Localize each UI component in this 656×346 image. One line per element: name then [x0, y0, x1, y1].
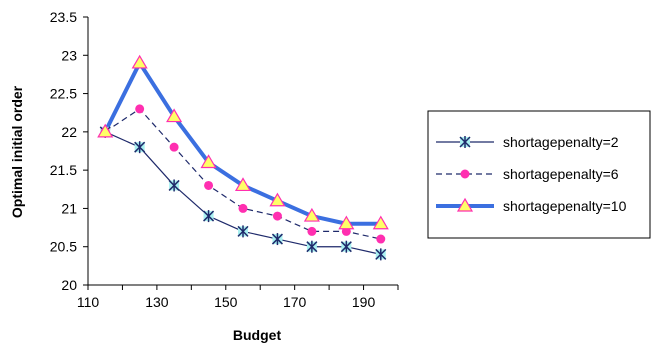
x-ticks: 110 130 150 170 190 — [77, 285, 399, 310]
data-point — [456, 197, 474, 212]
marker-triangle — [166, 108, 183, 123]
legend-item-1: shortagepenalty=2 — [436, 134, 619, 150]
data-point — [372, 215, 389, 230]
y-ticks: 20 20.5 21 21.5 22 22.5 23 23.5 — [50, 9, 88, 293]
data-point — [234, 177, 252, 192]
marker-triangle — [200, 154, 217, 169]
y-tick-label: 22.5 — [50, 86, 77, 102]
x-tick-label: 190 — [352, 294, 376, 310]
series-line-2 — [104, 108, 381, 240]
marker-circle — [460, 169, 470, 179]
marker-triangle — [372, 215, 389, 230]
data-point — [272, 211, 282, 221]
series-group — [97, 54, 389, 261]
marker-circle — [376, 234, 386, 244]
marker-triangle — [97, 123, 114, 138]
data-point — [460, 169, 470, 179]
marker-circle — [135, 104, 145, 114]
data-point — [204, 180, 214, 190]
marker-circle — [238, 203, 248, 213]
marker-triangle — [303, 207, 320, 222]
data-point — [134, 141, 146, 154]
y-tick-label: 22 — [61, 124, 77, 140]
data-point — [376, 234, 386, 244]
marker-circle — [307, 226, 317, 236]
data-point — [306, 240, 318, 253]
data-point — [166, 108, 183, 123]
x-axis-title: Budget — [233, 327, 282, 343]
data-point — [169, 142, 179, 152]
data-point — [168, 179, 180, 192]
data-point — [237, 225, 249, 238]
marker-circle — [204, 180, 214, 190]
y-tick-label: 21.5 — [50, 162, 77, 178]
data-point — [200, 154, 217, 169]
y-tick-label: 23.5 — [50, 9, 77, 25]
series-markers-1 — [99, 125, 387, 261]
data-point — [135, 104, 145, 114]
legend-item-3: shortagepenalty=10 — [436, 197, 627, 214]
marker-triangle — [456, 197, 474, 212]
data-point — [203, 210, 215, 223]
series-line-3 — [103, 60, 381, 226]
marker-triangle — [131, 54, 148, 69]
y-tick-label: 21 — [61, 200, 77, 216]
data-point — [97, 123, 114, 138]
marker-circle — [169, 142, 179, 152]
data-point — [271, 233, 283, 246]
marker-triangle — [338, 215, 355, 230]
legend-label: shortagepenalty=10 — [503, 198, 627, 214]
marker-circle — [272, 211, 282, 221]
data-point — [459, 136, 471, 148]
data-point — [303, 207, 320, 222]
y-tick-label: 20 — [61, 277, 77, 293]
data-point — [269, 192, 286, 207]
legend-item-2: shortagepenalty=6 — [436, 166, 619, 182]
marker-triangle — [234, 177, 252, 192]
series-markers-3 — [97, 54, 389, 230]
axes — [87, 17, 398, 286]
x-tick-label: 150 — [214, 294, 238, 310]
x-tick-label: 170 — [283, 294, 307, 310]
x-tick-label: 130 — [145, 294, 169, 310]
marker-triangle — [269, 192, 286, 207]
data-point — [131, 54, 148, 69]
data-point — [307, 226, 317, 236]
x-tick-label: 110 — [77, 294, 100, 310]
data-point — [238, 203, 248, 213]
data-point — [338, 215, 355, 230]
legend-label: shortagepenalty=6 — [503, 166, 619, 182]
legend-label: shortagepenalty=2 — [503, 134, 619, 150]
data-point — [340, 240, 352, 253]
legend: shortagepenalty=2 shortagepenalty=6 shorta… — [427, 110, 651, 239]
y-axis-title: Optimal initial order — [9, 85, 25, 218]
data-point — [375, 248, 387, 261]
y-tick-label: 23 — [61, 47, 77, 63]
y-tick-label: 20.5 — [50, 239, 77, 255]
